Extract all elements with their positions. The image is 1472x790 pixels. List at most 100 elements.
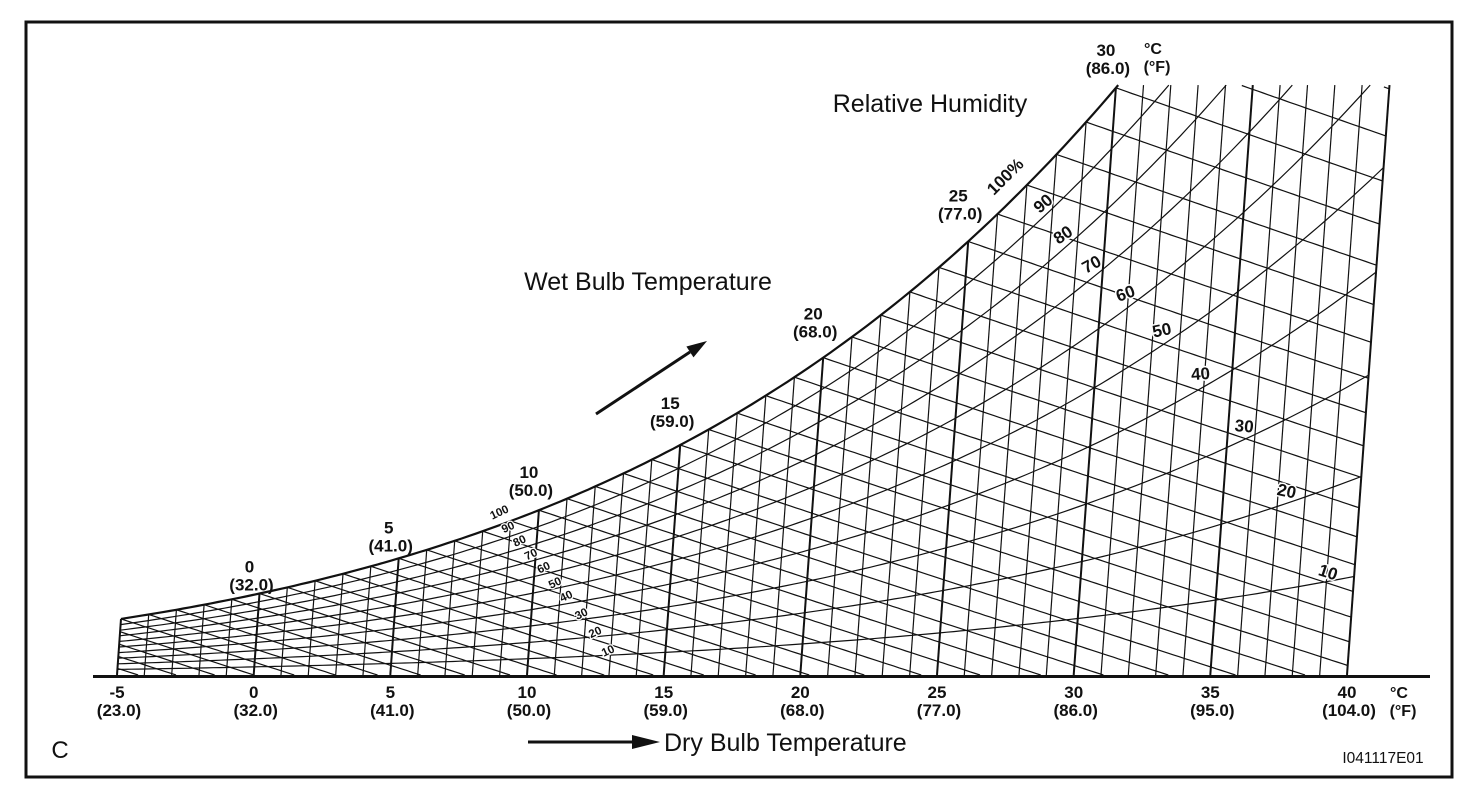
- dry-bulb-line--3: [171, 609, 177, 676]
- wet-bulb-label-celsius: 0: [245, 558, 254, 577]
- dry-bulb-line-34: [1182, 85, 1227, 676]
- wet-bulb-line--5: [120, 618, 295, 676]
- wet-bulb-label-celsius: 5: [384, 518, 393, 537]
- wet-bulb-line-2: [314, 580, 605, 676]
- dry-bulb-line-32: [1127, 85, 1172, 676]
- dry-bulb-line-4: [362, 566, 372, 676]
- dry-bulb-line-11: [553, 498, 568, 676]
- dry-bulb-line-37: [1264, 85, 1309, 676]
- rh-label-inner-60: 60: [536, 560, 553, 576]
- rh-label-inner-100: 100: [488, 503, 510, 522]
- dry-bulb-line-29: [1045, 121, 1087, 676]
- x-tick-label-celsius: -5: [109, 683, 124, 702]
- wet-bulb-line-12: [595, 485, 1169, 676]
- rh-label-outer-80: 80: [1050, 222, 1076, 248]
- dry-bulb-line-18: [745, 395, 767, 676]
- wet-bulb-line-21: [851, 336, 1360, 509]
- wet-bulb-line-25: [967, 240, 1369, 379]
- dry-bulb-line-22: [854, 314, 882, 676]
- x-tick-label-celsius: 25: [928, 683, 947, 702]
- dry-bulb-line--4: [143, 614, 150, 676]
- dry-bulb-line-3: [335, 573, 344, 676]
- saturation-curve: [120, 84, 1120, 620]
- x-tick-label-fahrenheit: (86.0): [1053, 701, 1097, 720]
- wet-bulb-label-celsius: 15: [661, 394, 680, 413]
- figure-corner-letter: C: [51, 737, 68, 764]
- wet-bulb-line-4: [370, 565, 704, 676]
- x-tick-label-fahrenheit: (77.0): [917, 701, 961, 720]
- dry-bulb-unit-fahrenheit: (°F): [1390, 703, 1417, 720]
- dry-bulb-line-39: [1319, 85, 1363, 676]
- relative-humidity-title: Relative Humidity: [833, 90, 1028, 118]
- wet-bulb-line-31: [1241, 84, 1386, 137]
- wet-bulb-unit-celsius: °C: [1144, 41, 1162, 58]
- rh-label-outer-30: 30: [1234, 416, 1255, 437]
- wet-bulb-line-29: [1085, 121, 1380, 225]
- dry-bulb-line-33: [1155, 85, 1199, 676]
- wet-bulb-line-15: [680, 444, 1348, 667]
- dry-bulb-line-17: [717, 413, 738, 676]
- dry-bulb-line-0: [252, 593, 261, 676]
- dry-bulb-line-25: [936, 241, 970, 676]
- rh-label-inner-20: 20: [587, 625, 604, 641]
- wet-bulb-line--9: [117, 667, 139, 676]
- wet-bulb-line-6: [426, 549, 810, 676]
- wet-bulb-arrow-shaft: [595, 350, 691, 416]
- x-tick-label-celsius: 0: [249, 683, 258, 702]
- dry-bulb-line--5: [116, 618, 122, 676]
- wet-bulb-line-0: [259, 592, 511, 676]
- x-tick-label-fahrenheit: (50.0): [507, 701, 551, 720]
- rh-curve-80: [120, 84, 1227, 631]
- wet-bulb-line-8: [482, 530, 922, 676]
- wet-bulb-line--2: [203, 604, 421, 676]
- dry-bulb-line--2: [198, 604, 205, 676]
- dry-bulb-line-2: [307, 580, 316, 676]
- x-tick-label-celsius: 40: [1338, 683, 1357, 702]
- dry-bulb-line-36: [1237, 85, 1281, 676]
- wet-bulb-line--1: [231, 598, 465, 676]
- dry-bulb-line-13: [608, 473, 625, 676]
- wet-bulb-label-celsius: 20: [804, 305, 823, 324]
- figure-border: [24, 20, 1454, 779]
- rh-curve-40: [118, 271, 1377, 654]
- figure-code: I041117E01: [1342, 750, 1423, 767]
- rh-label-outer-50: 50: [1151, 319, 1173, 342]
- wet-bulb-line-1: [287, 586, 557, 676]
- wet-bulb-line-19: [794, 376, 1356, 566]
- rh-label-outer-20: 20: [1275, 480, 1297, 503]
- wet-bulb-label-fahrenheit: (32.0): [229, 576, 273, 595]
- wet-bulb-label-fahrenheit: (77.0): [938, 204, 982, 223]
- x-tick-label-fahrenheit: (68.0): [780, 701, 824, 720]
- wet-bulb-label-fahrenheit: (41.0): [368, 536, 412, 555]
- wet-bulb-line-23: [909, 291, 1364, 447]
- wet-bulb-label-celsius: 30: [1096, 41, 1115, 60]
- dry-bulb-line-12: [581, 486, 596, 676]
- wet-bulb-label-fahrenheit: (86.0): [1086, 59, 1130, 78]
- dry-bulb-line-35: [1209, 85, 1254, 676]
- x-tick-label-celsius: 30: [1064, 683, 1083, 702]
- wet-bulb-axis-title: Wet Bulb Temperature: [524, 268, 772, 296]
- wet-bulb-direction-arrow: [595, 341, 707, 416]
- dry-bulb-arrow-head-icon: [632, 735, 660, 749]
- rh-curve-50: [118, 167, 1384, 648]
- dry-bulb-line-21: [827, 336, 853, 676]
- wet-bulb-line-27: [1026, 184, 1374, 306]
- wet-bulb-line-7: [454, 540, 865, 676]
- dry-bulb-line-23: [881, 291, 911, 676]
- wet-bulb-line-9: [510, 520, 981, 676]
- dry-bulb-line-15: [662, 444, 682, 676]
- dry-bulb-line-28: [1018, 154, 1058, 676]
- dry-bulb-line-14: [635, 459, 653, 676]
- wet-bulb-line--3: [176, 609, 378, 676]
- wet-bulb-unit-fahrenheit: (°F): [1144, 59, 1171, 76]
- x-tick-label-celsius: 20: [791, 683, 810, 702]
- wet-bulb-label-fahrenheit: (50.0): [509, 481, 553, 500]
- dry-bulb-line-8: [471, 531, 484, 676]
- wet-bulb-line-10: [538, 509, 1041, 676]
- x-tick-label-celsius: 15: [654, 683, 673, 702]
- rh-curve-90: [120, 84, 1170, 626]
- wet-bulb-line-13: [623, 472, 1236, 676]
- x-tick-label-fahrenheit: (59.0): [643, 701, 687, 720]
- dry-bulb-line-40: [1346, 85, 1391, 676]
- dry-bulb-line-20: [799, 357, 825, 676]
